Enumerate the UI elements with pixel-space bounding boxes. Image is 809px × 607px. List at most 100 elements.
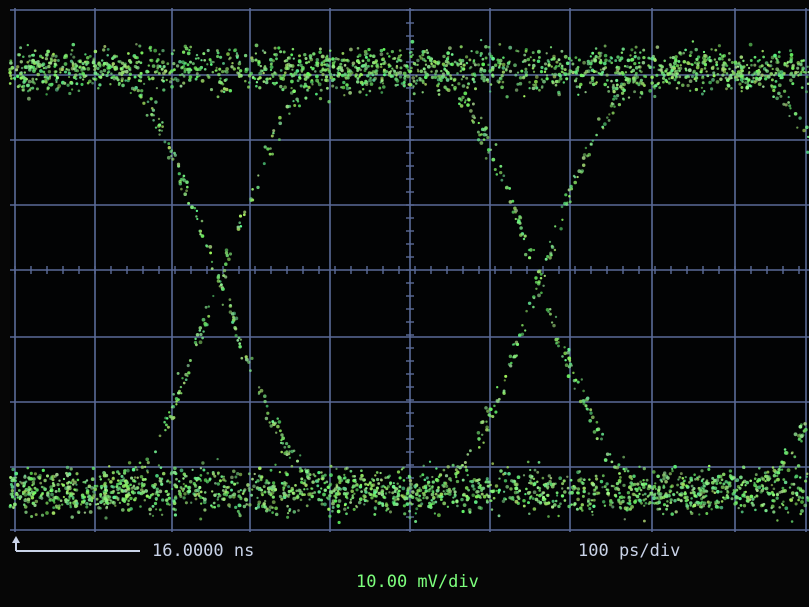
trace-dot: [115, 55, 118, 58]
trace-dot: [617, 488, 620, 491]
trace-dot: [490, 55, 493, 58]
trace-dot: [723, 62, 726, 65]
trace-dot: [644, 482, 647, 485]
trace-dot: [684, 49, 687, 52]
trace-dot: [552, 324, 555, 327]
trace-dot: [79, 76, 82, 79]
trace-dot: [109, 480, 113, 484]
trace-dot: [84, 511, 86, 513]
trace-dot: [505, 498, 507, 500]
trace-dot: [775, 96, 779, 100]
trace-dot: [618, 103, 621, 106]
trace-dot: [760, 74, 763, 77]
trace-dot: [622, 98, 624, 100]
trace-dot: [48, 70, 51, 73]
trace-dot: [276, 417, 279, 420]
trace-dot: [229, 298, 232, 301]
trace-dot: [717, 73, 720, 76]
trace-dot: [595, 47, 598, 50]
trace-dot: [772, 89, 775, 92]
trace-dot: [587, 504, 589, 506]
trace-dot: [533, 490, 537, 494]
trace-dot: [790, 58, 793, 61]
trace-dot: [173, 483, 176, 486]
trace-dot: [248, 490, 250, 492]
trace-dot: [127, 65, 130, 68]
trace-dot: [398, 485, 401, 488]
trace-dot: [300, 498, 303, 501]
trace-dot: [649, 501, 652, 504]
trace-dot: [641, 483, 644, 486]
trace-dot: [427, 65, 431, 69]
trace-dot: [10, 77, 13, 80]
trace-dot: [432, 498, 435, 501]
trace-dot: [529, 496, 532, 499]
trace-dot: [13, 77, 16, 80]
trace-dot: [317, 478, 320, 481]
trace-dot: [75, 484, 77, 486]
trace-dot: [455, 500, 458, 503]
trace-dot: [266, 405, 269, 408]
trace-dot: [711, 78, 715, 82]
trace-dot: [603, 122, 607, 126]
trace-dot: [330, 76, 334, 80]
trace-dot: [349, 48, 353, 52]
trace-dot: [287, 56, 291, 60]
trace-dot: [236, 472, 239, 475]
trace-dot: [282, 486, 285, 489]
trace-dot: [178, 392, 181, 395]
trace-dot: [338, 499, 342, 503]
trace-dot: [776, 475, 779, 478]
trace-dot: [56, 483, 59, 486]
trace-dot: [300, 477, 303, 480]
trace-dot: [605, 482, 608, 485]
trace-dot: [566, 476, 568, 478]
trace-dot: [517, 71, 519, 73]
trace-dot: [40, 497, 43, 500]
trace-dot: [703, 495, 706, 498]
trace-dot: [199, 233, 201, 235]
trace-dot: [461, 67, 465, 71]
trace-dot: [637, 56, 641, 60]
trace-dot: [578, 470, 581, 473]
trace-dot: [19, 46, 22, 49]
trace-dot: [68, 92, 71, 95]
trace-dot: [447, 506, 449, 508]
trace-dot: [52, 496, 55, 499]
trace-dot: [150, 59, 153, 62]
trace-dot: [305, 470, 308, 473]
trace-dot: [334, 499, 337, 502]
trace-dot: [651, 81, 654, 84]
trace-dot: [424, 479, 427, 482]
trace-dot: [11, 489, 14, 492]
trace-dot: [187, 486, 190, 489]
trace-dot: [411, 40, 415, 44]
trace-dot: [487, 413, 490, 416]
trace-dot: [167, 142, 170, 145]
trace-dot: [595, 475, 598, 478]
trace-dot: [480, 77, 483, 80]
trace-dot: [133, 485, 135, 487]
trace-dot: [277, 46, 280, 49]
trace-dot: [83, 496, 86, 499]
trace-dot: [666, 476, 670, 480]
trace-dot: [427, 56, 431, 60]
trace-dot: [650, 76, 653, 79]
trace-dot: [653, 485, 657, 489]
trace-dot: [272, 129, 275, 132]
trace-dot: [438, 82, 441, 85]
trace-dot: [320, 487, 322, 489]
trace-dot: [389, 481, 392, 484]
trace-dot: [602, 67, 605, 70]
trace-dot: [624, 506, 628, 510]
trace-dot: [153, 49, 157, 53]
trace-dot: [429, 461, 431, 463]
trace-dot: [82, 481, 84, 483]
trace-dot: [82, 78, 84, 80]
trace-dot: [621, 52, 623, 54]
trace-dot: [238, 221, 241, 224]
trace-dot: [480, 141, 484, 145]
trace-dot: [300, 84, 303, 87]
trace-dot: [223, 269, 226, 272]
trace-dot: [779, 95, 782, 98]
